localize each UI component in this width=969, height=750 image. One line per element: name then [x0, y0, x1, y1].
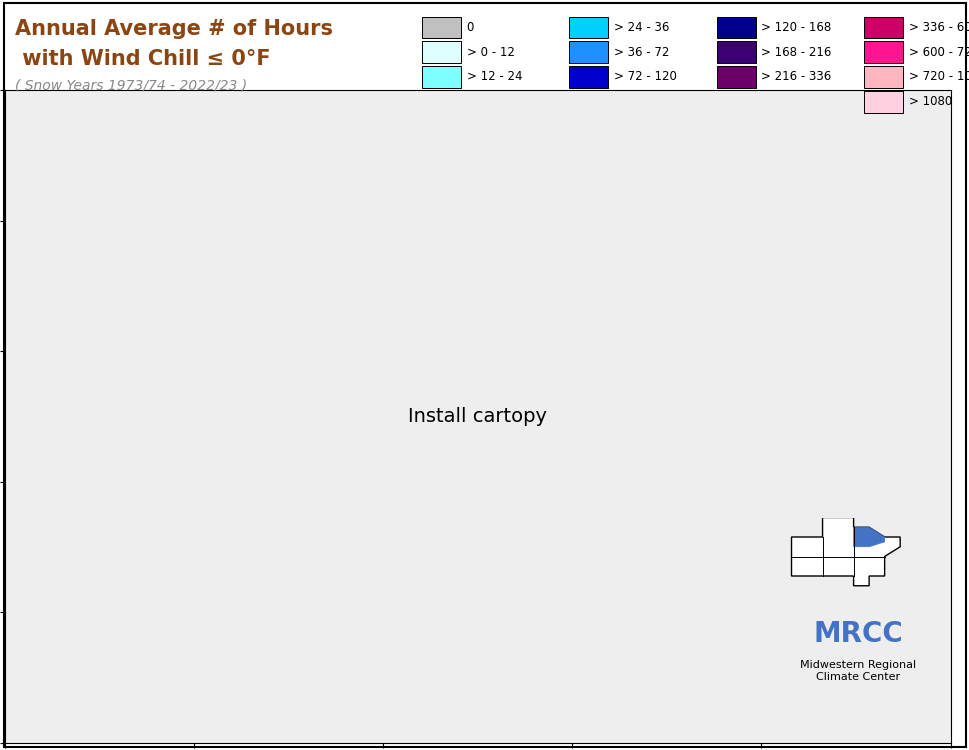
Polygon shape [853, 527, 884, 547]
Text: > 120 - 168: > 120 - 168 [761, 21, 830, 34]
Text: Install cartopy: Install cartopy [408, 406, 547, 426]
Text: > 24 - 36: > 24 - 36 [613, 21, 669, 34]
Text: > 720 - 1080: > 720 - 1080 [908, 70, 969, 83]
Text: > 168 - 216: > 168 - 216 [761, 46, 831, 58]
Text: 0: 0 [466, 21, 474, 34]
Text: > 1080: > 1080 [908, 95, 952, 108]
Text: MRCC: MRCC [813, 620, 902, 648]
Text: ( Snow Years 1973/74 - 2022/23 ): ( Snow Years 1973/74 - 2022/23 ) [15, 79, 246, 93]
Text: > 72 - 120: > 72 - 120 [613, 70, 676, 83]
Text: Midwestern Regional
Climate Center: Midwestern Regional Climate Center [799, 661, 916, 682]
Text: > 12 - 24: > 12 - 24 [466, 70, 521, 83]
Polygon shape [791, 518, 899, 586]
Text: > 36 - 72: > 36 - 72 [613, 46, 669, 58]
Text: > 336 - 600: > 336 - 600 [908, 21, 969, 34]
Text: > 0 - 12: > 0 - 12 [466, 46, 514, 58]
Text: > 216 - 336: > 216 - 336 [761, 70, 830, 83]
Text: with Wind Chill ≤ 0°F: with Wind Chill ≤ 0°F [15, 49, 270, 69]
Text: Annual Average # of Hours: Annual Average # of Hours [15, 19, 332, 39]
Text: > 600 - 720: > 600 - 720 [908, 46, 969, 58]
